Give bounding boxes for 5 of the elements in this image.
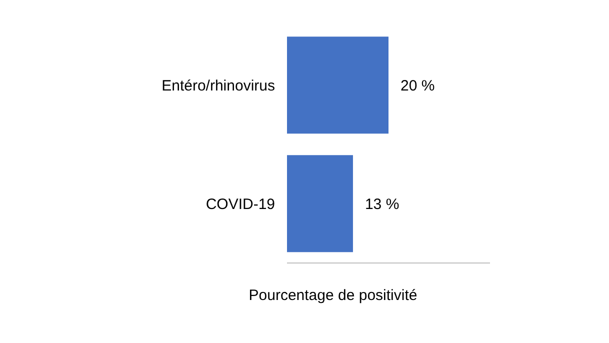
- data-label: 13 %: [364, 196, 400, 213]
- x-axis-title: Pourcentage de positivité: [248, 287, 418, 304]
- data-label: 20 %: [400, 77, 435, 94]
- y-tick-label: Entéro/rhinovirus: [162, 78, 275, 95]
- y-tick-label: COVID-19: [206, 196, 275, 214]
